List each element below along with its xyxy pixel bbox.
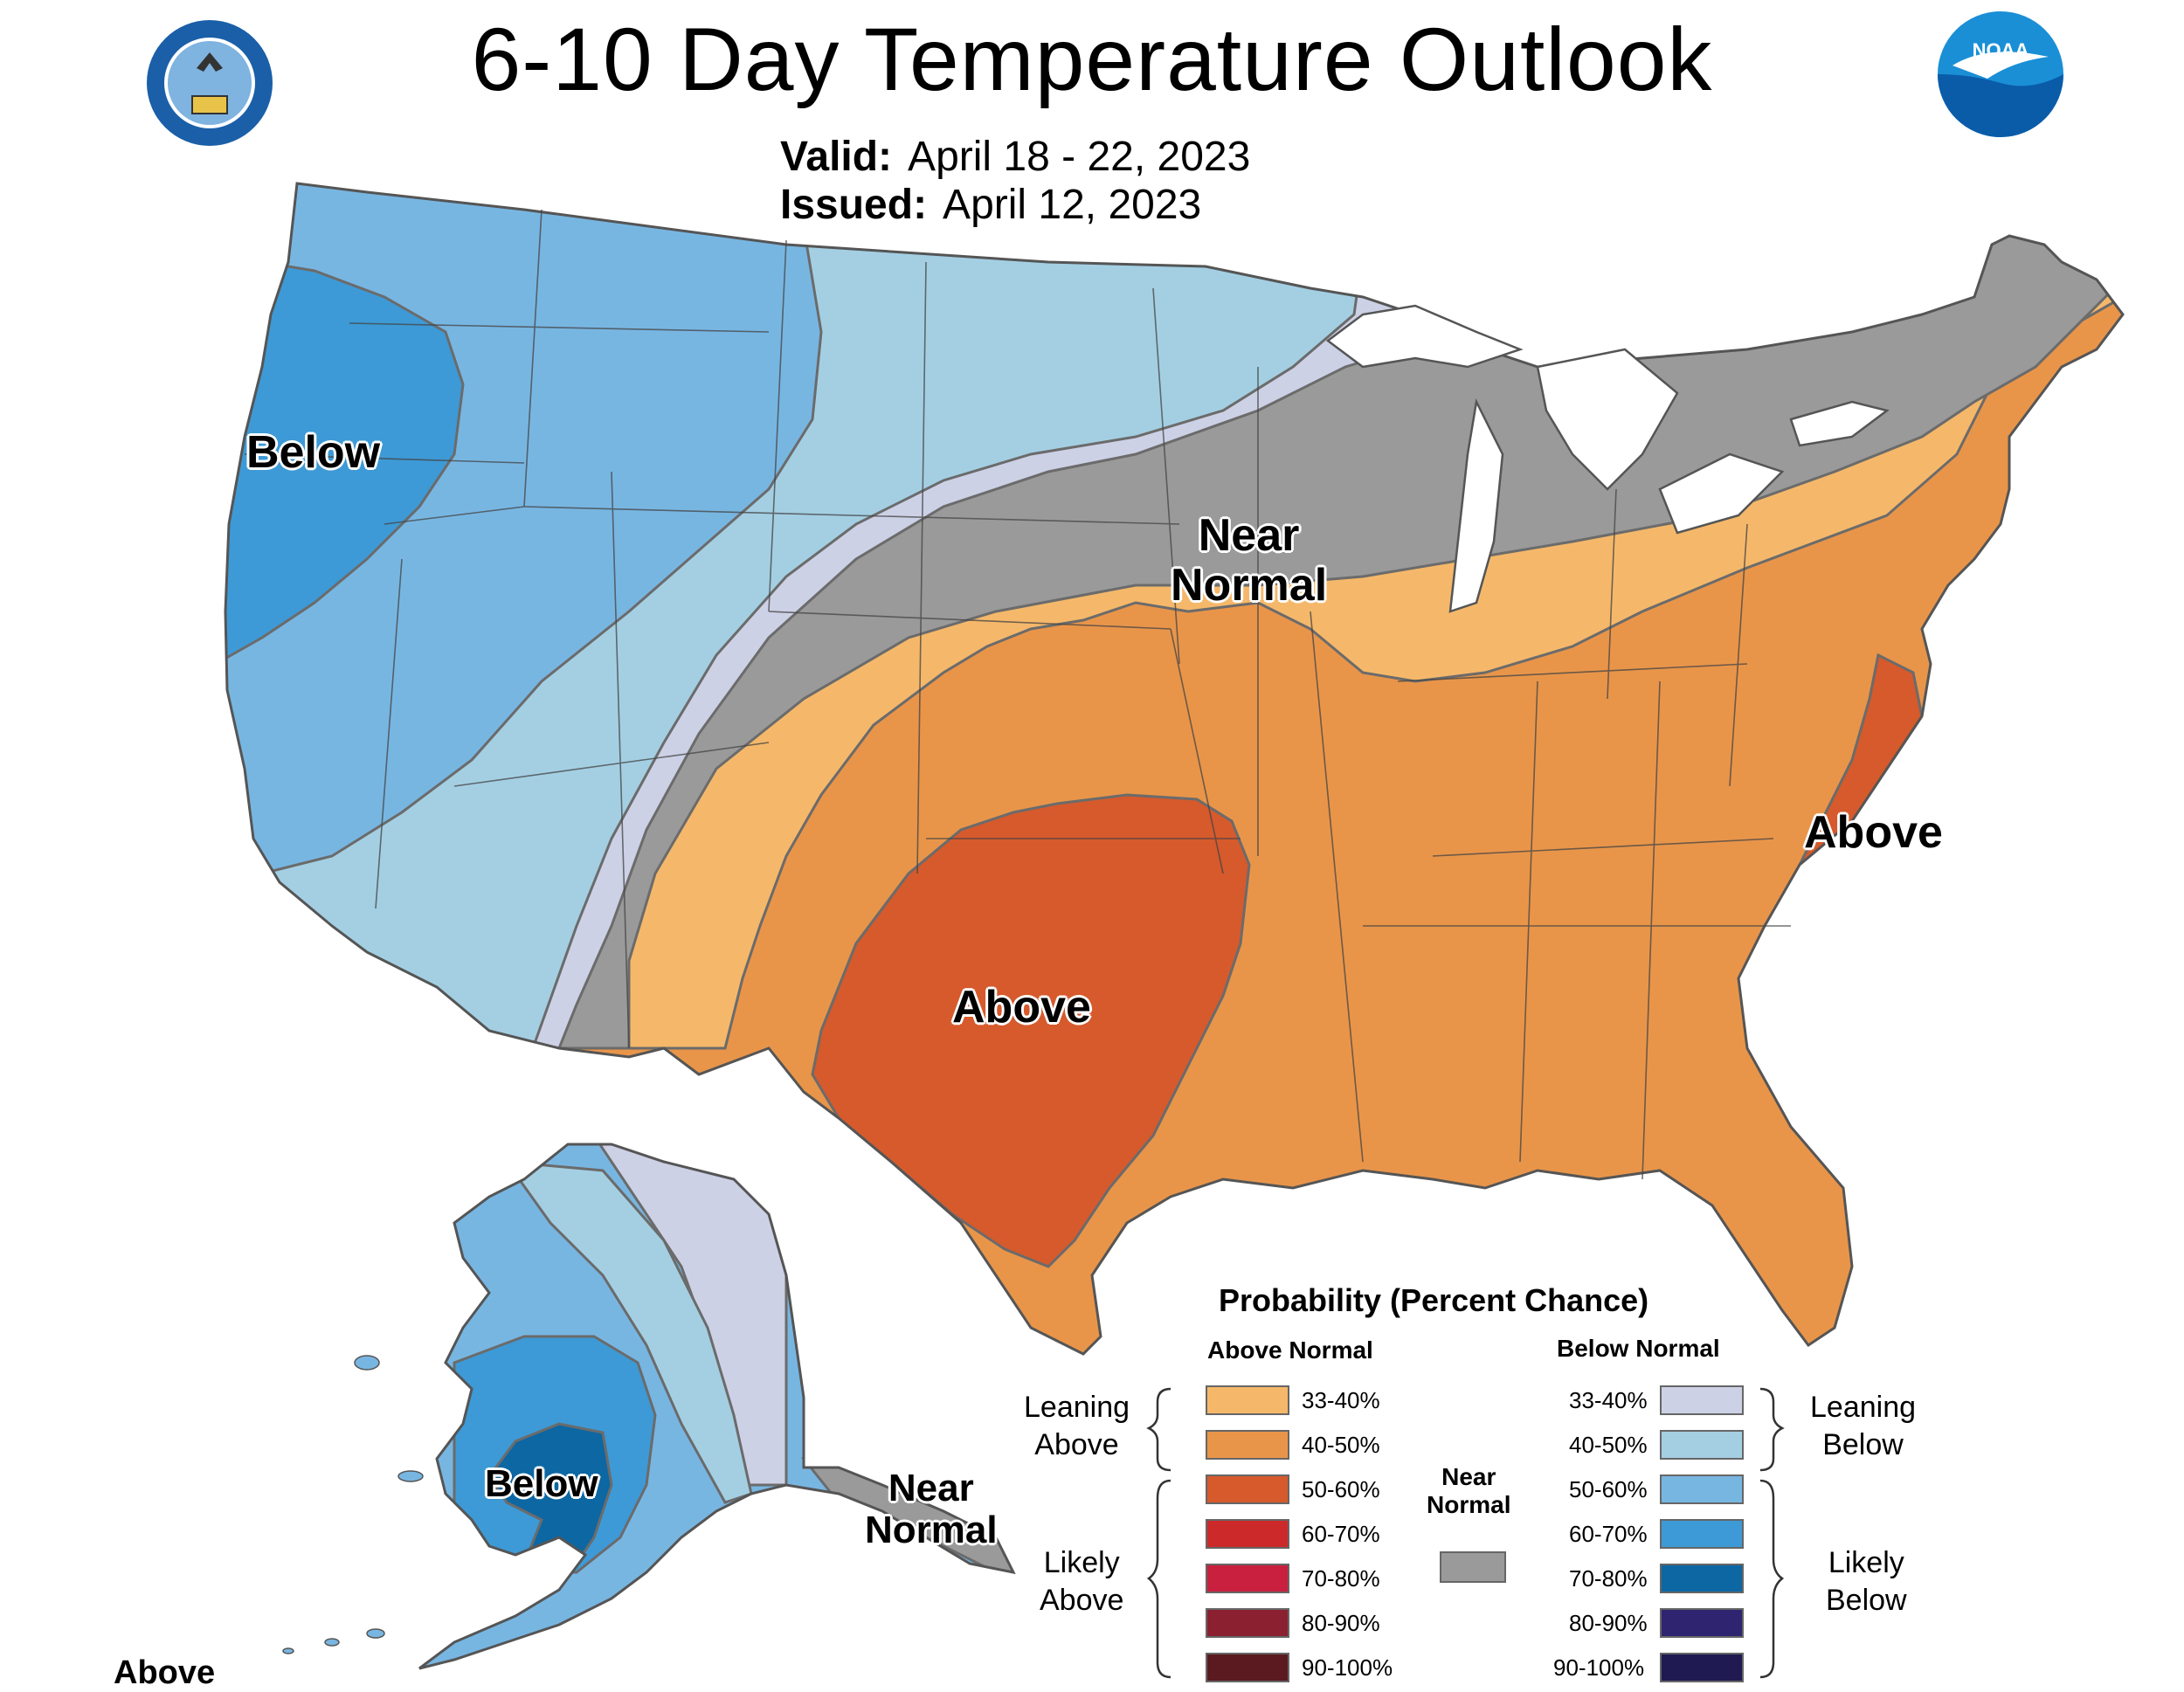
legend-above-header: Above Normal [1207, 1336, 1373, 1364]
near-label-1: Near [1441, 1463, 1496, 1490]
above-swatch [1206, 1564, 1289, 1593]
below-swatch [1660, 1474, 1744, 1504]
likely-above-1: Likely [1043, 1546, 1120, 1579]
noaa-text: NOAA [1973, 39, 2029, 61]
leaning-below-2: Below [1822, 1427, 1904, 1461]
above-swatch-label: 90-100% [1302, 1654, 1393, 1681]
below-swatch-label: 60-70% [1569, 1521, 1648, 1547]
likely-above-2: Above [1040, 1583, 1124, 1617]
below-brace-icon [1759, 1387, 1785, 1679]
above-swatch [1206, 1608, 1289, 1638]
issued-value: April 12, 2023 [943, 182, 1202, 228]
below-swatch [1660, 1608, 1744, 1638]
label-below-alaska: Below [485, 1462, 598, 1505]
below-swatch-label: 50-60% [1569, 1476, 1648, 1502]
near-line2: Normal [1171, 560, 1328, 611]
above-swatch-label: 70-80% [1302, 1565, 1380, 1592]
issued-label: Issued: [780, 182, 928, 228]
valid-label: Valid: [780, 134, 893, 180]
below-swatch-label: 80-90% [1569, 1610, 1648, 1636]
above-swatch-label: 80-90% [1302, 1610, 1380, 1636]
below-swatch-label: 33-40% [1569, 1387, 1648, 1413]
label-above-east: Above [1804, 807, 1943, 858]
leaning-above-2: Above [1034, 1427, 1119, 1461]
page-title: 6-10 Day Temperature Outlook [471, 10, 1713, 109]
label-near-normal: Near Normal [1171, 510, 1328, 611]
below-swatch-label: 40-50% [1569, 1432, 1648, 1458]
below-swatch [1660, 1430, 1744, 1460]
label-above-southcentral: Above [952, 982, 1091, 1032]
above-swatch [1206, 1430, 1289, 1460]
likely-below-2: Below [1826, 1583, 1907, 1617]
above-swatch-label: 60-70% [1302, 1521, 1380, 1547]
label-near-normal-alaska: Near Normal [865, 1467, 998, 1552]
above-swatch-label: 33-40% [1302, 1387, 1380, 1413]
likely-above-label: Likely Above [1040, 1544, 1123, 1619]
below-swatch-label: 90-100% [1553, 1654, 1645, 1681]
below-swatch [1660, 1385, 1744, 1415]
valid-dates: Valid: April 18 - 22, 2023 Issued: April 1… [780, 133, 1250, 229]
below-swatch [1660, 1564, 1744, 1593]
below-50-60-band [225, 183, 823, 1051]
below-swatch-label: 70-80% [1569, 1565, 1648, 1592]
likely-below-1: Likely [1828, 1546, 1904, 1579]
above-swatch [1206, 1519, 1289, 1549]
great-lakes [1325, 304, 1890, 613]
commerce-seal-icon [147, 20, 273, 146]
above-50-60-south-central [811, 793, 1251, 1268]
legend-near-label: Near Normal [1427, 1463, 1510, 1519]
state-boundaries [244, 209, 1791, 1180]
noaa-logo-icon: NOAA [1938, 11, 2063, 137]
ak-near-line1: Near [888, 1467, 974, 1509]
likely-below-label: Likely Below [1826, 1544, 1907, 1619]
above-brace-icon [1146, 1387, 1171, 1679]
above-swatch [1206, 1385, 1289, 1415]
ak-below-40-50 [503, 1160, 753, 1504]
near-line1: Near [1198, 510, 1300, 561]
leaning-above-1: Leaning [1024, 1391, 1130, 1424]
below-swatch [1660, 1519, 1744, 1549]
above-swatch-label: 50-60% [1302, 1476, 1380, 1502]
label-above-ak-sw: Above [114, 1654, 216, 1691]
valid-value: April 18 - 22, 2023 [908, 134, 1251, 180]
ak-near-line2: Normal [865, 1509, 998, 1552]
leaning-above-label: Leaning Above [1024, 1389, 1130, 1463]
near-normal-swatch [1440, 1551, 1506, 1583]
aleutian-islands [282, 1355, 424, 1654]
near-label-2: Normal [1427, 1491, 1511, 1518]
label-below-west: Below [246, 427, 381, 478]
leaning-below-1: Leaning [1810, 1391, 1917, 1424]
above-swatch [1206, 1474, 1289, 1504]
legend-below-header: Below Normal [1557, 1335, 1720, 1362]
above-swatch-label: 40-50% [1302, 1432, 1380, 1458]
above-swatch [1206, 1653, 1289, 1682]
legend-title: Probability (Percent Chance) [1219, 1282, 1649, 1318]
leaning-below-label: Leaning Below [1810, 1389, 1916, 1463]
below-swatch [1660, 1653, 1744, 1682]
